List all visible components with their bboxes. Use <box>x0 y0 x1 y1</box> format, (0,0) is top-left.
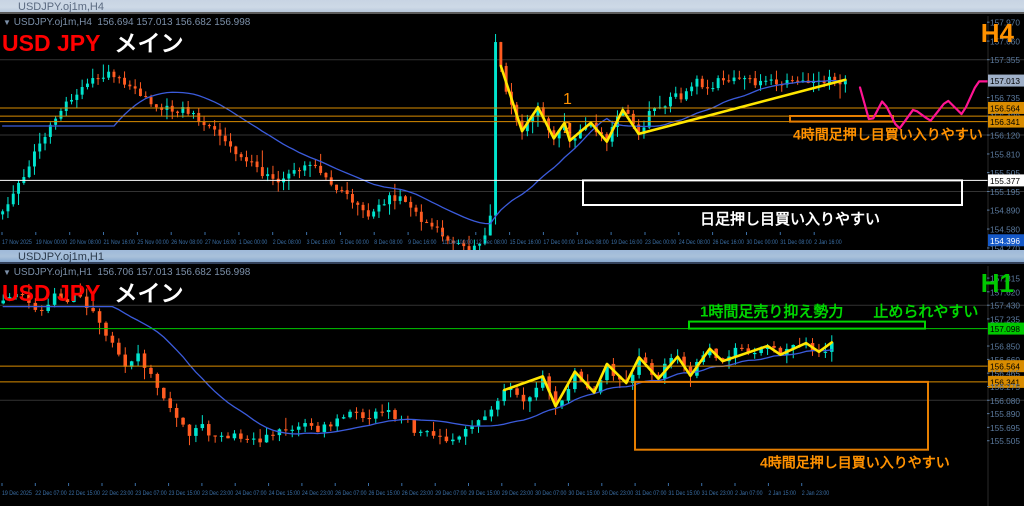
svg-text:2 Dec 08:00: 2 Dec 08:00 <box>273 240 301 246</box>
svg-text:5 Dec 00:00: 5 Dec 00:00 <box>340 240 368 246</box>
svg-text:30 Dec 23:00: 30 Dec 23:00 <box>602 491 633 497</box>
svg-text:156.735: 156.735 <box>990 93 1020 103</box>
svg-text:24 Dec 08:00: 24 Dec 08:00 <box>679 240 710 246</box>
svg-text:1 Dec 00:00: 1 Dec 00:00 <box>239 240 267 246</box>
svg-text:24 Dec 07:00: 24 Dec 07:00 <box>235 491 266 497</box>
svg-text:24 Dec 23:00: 24 Dec 23:00 <box>302 491 333 497</box>
svg-text:155.890: 155.890 <box>990 409 1020 419</box>
svg-text:24 Dec 15:00: 24 Dec 15:00 <box>269 491 300 497</box>
svg-text:25 Nov 00:00: 25 Nov 00:00 <box>137 240 168 246</box>
svg-text:29 Dec 15:00: 29 Dec 15:00 <box>469 491 500 497</box>
svg-text:4時間足押し目買い入りやすい: 4時間足押し目買い入りやすい <box>760 455 950 471</box>
svg-text:17 Dec 00:00: 17 Dec 00:00 <box>543 240 574 246</box>
svg-text:157.430: 157.430 <box>990 301 1020 311</box>
svg-text:22 Dec 23:00: 22 Dec 23:00 <box>102 491 133 497</box>
svg-text:11 Dec 00:00: 11 Dec 00:00 <box>442 240 473 246</box>
svg-text:155.377: 155.377 <box>990 176 1020 186</box>
svg-text:20 Nov 08:00: 20 Nov 08:00 <box>70 240 101 246</box>
svg-text:23 Dec 15:00: 23 Dec 15:00 <box>169 491 200 497</box>
svg-text:31 Dec 07:00: 31 Dec 07:00 <box>635 491 666 497</box>
svg-text:30 Dec 00:00: 30 Dec 00:00 <box>747 240 778 246</box>
svg-text:31 Dec 08:00: 31 Dec 08:00 <box>780 240 811 246</box>
svg-text:2 Jan 07:00: 2 Jan 07:00 <box>735 491 763 497</box>
svg-text:日足押し目買い入りやすい: 日足押し目買い入りやすい <box>700 210 880 228</box>
svg-text:27 Nov 16:00: 27 Nov 16:00 <box>205 240 236 246</box>
svg-text:19 Dec 16:00: 19 Dec 16:00 <box>611 240 642 246</box>
svg-text:26 Dec 16:00: 26 Dec 16:00 <box>713 240 744 246</box>
svg-text:26 Dec 15:00: 26 Dec 15:00 <box>369 491 400 497</box>
svg-text:19 Nov 00:00: 19 Nov 00:00 <box>36 240 67 246</box>
svg-text:22 Dec 15:00: 22 Dec 15:00 <box>69 491 100 497</box>
svg-text:21 Nov 16:00: 21 Nov 16:00 <box>104 240 135 246</box>
svg-text:15 Dec 16:00: 15 Dec 16:00 <box>510 240 541 246</box>
svg-text:155.195: 155.195 <box>990 187 1020 197</box>
svg-text:1時間足売り抑え勢力 止められやすい: 1時間足売り抑え勢力 止められやすい <box>700 303 978 321</box>
svg-text:26 Dec 23:00: 26 Dec 23:00 <box>402 491 433 497</box>
svg-text:8 Dec 08:00: 8 Dec 08:00 <box>374 240 402 246</box>
svg-text:31 Dec 15:00: 31 Dec 15:00 <box>668 491 699 497</box>
svg-text:29 Dec 07:00: 29 Dec 07:00 <box>435 491 466 497</box>
svg-text:156.120: 156.120 <box>990 131 1020 141</box>
svg-text:157.098: 157.098 <box>990 324 1020 334</box>
svg-text:31 Dec 23:00: 31 Dec 23:00 <box>702 491 733 497</box>
svg-text:154.580: 154.580 <box>990 225 1020 235</box>
svg-text:22 Dec 07:00: 22 Dec 07:00 <box>35 491 66 497</box>
svg-text:17 Nov 2025: 17 Nov 2025 <box>2 240 32 246</box>
svg-text:26 Nov 08:00: 26 Nov 08:00 <box>171 240 202 246</box>
svg-text:156.850: 156.850 <box>990 342 1020 352</box>
svg-text:23 Dec 07:00: 23 Dec 07:00 <box>135 491 166 497</box>
svg-text:12 Dec 08:00: 12 Dec 08:00 <box>476 240 507 246</box>
svg-text:156.341: 156.341 <box>990 117 1020 127</box>
svg-text:19 Dec 2025: 19 Dec 2025 <box>2 491 32 497</box>
svg-text:29 Dec 23:00: 29 Dec 23:00 <box>502 491 533 497</box>
svg-text:23 Dec 00:00: 23 Dec 00:00 <box>645 240 676 246</box>
svg-text:156.275: 156.275 <box>990 382 1020 392</box>
svg-text:26 Dec 07:00: 26 Dec 07:00 <box>335 491 366 497</box>
svg-text:18 Dec 08:00: 18 Dec 08:00 <box>577 240 608 246</box>
svg-text:30 Dec 15:00: 30 Dec 15:00 <box>568 491 599 497</box>
svg-text:156.080: 156.080 <box>990 396 1020 406</box>
svg-text:4時間足押し目買い入りやすい: 4時間足押し目買い入りやすい <box>793 127 983 143</box>
svg-text:2 Jan 16:00: 2 Jan 16:00 <box>814 240 842 246</box>
svg-text:9 Dec 16:00: 9 Dec 16:00 <box>408 240 436 246</box>
svg-text:157.355: 157.355 <box>990 55 1020 65</box>
svg-text:155.505: 155.505 <box>990 436 1020 446</box>
svg-text:23 Dec 23:00: 23 Dec 23:00 <box>202 491 233 497</box>
svg-text:154.890: 154.890 <box>990 206 1020 216</box>
svg-text:157.013: 157.013 <box>990 76 1020 86</box>
svg-text:2 Jan 23:00: 2 Jan 23:00 <box>802 491 830 497</box>
svg-text:3 Dec 16:00: 3 Dec 16:00 <box>307 240 335 246</box>
svg-text:155.695: 155.695 <box>990 423 1020 433</box>
svg-text:1: 1 <box>563 91 572 108</box>
svg-text:30 Dec 07:00: 30 Dec 07:00 <box>535 491 566 497</box>
svg-text:155.810: 155.810 <box>990 149 1020 159</box>
svg-text:2 Jan 15:00: 2 Jan 15:00 <box>768 491 796 497</box>
